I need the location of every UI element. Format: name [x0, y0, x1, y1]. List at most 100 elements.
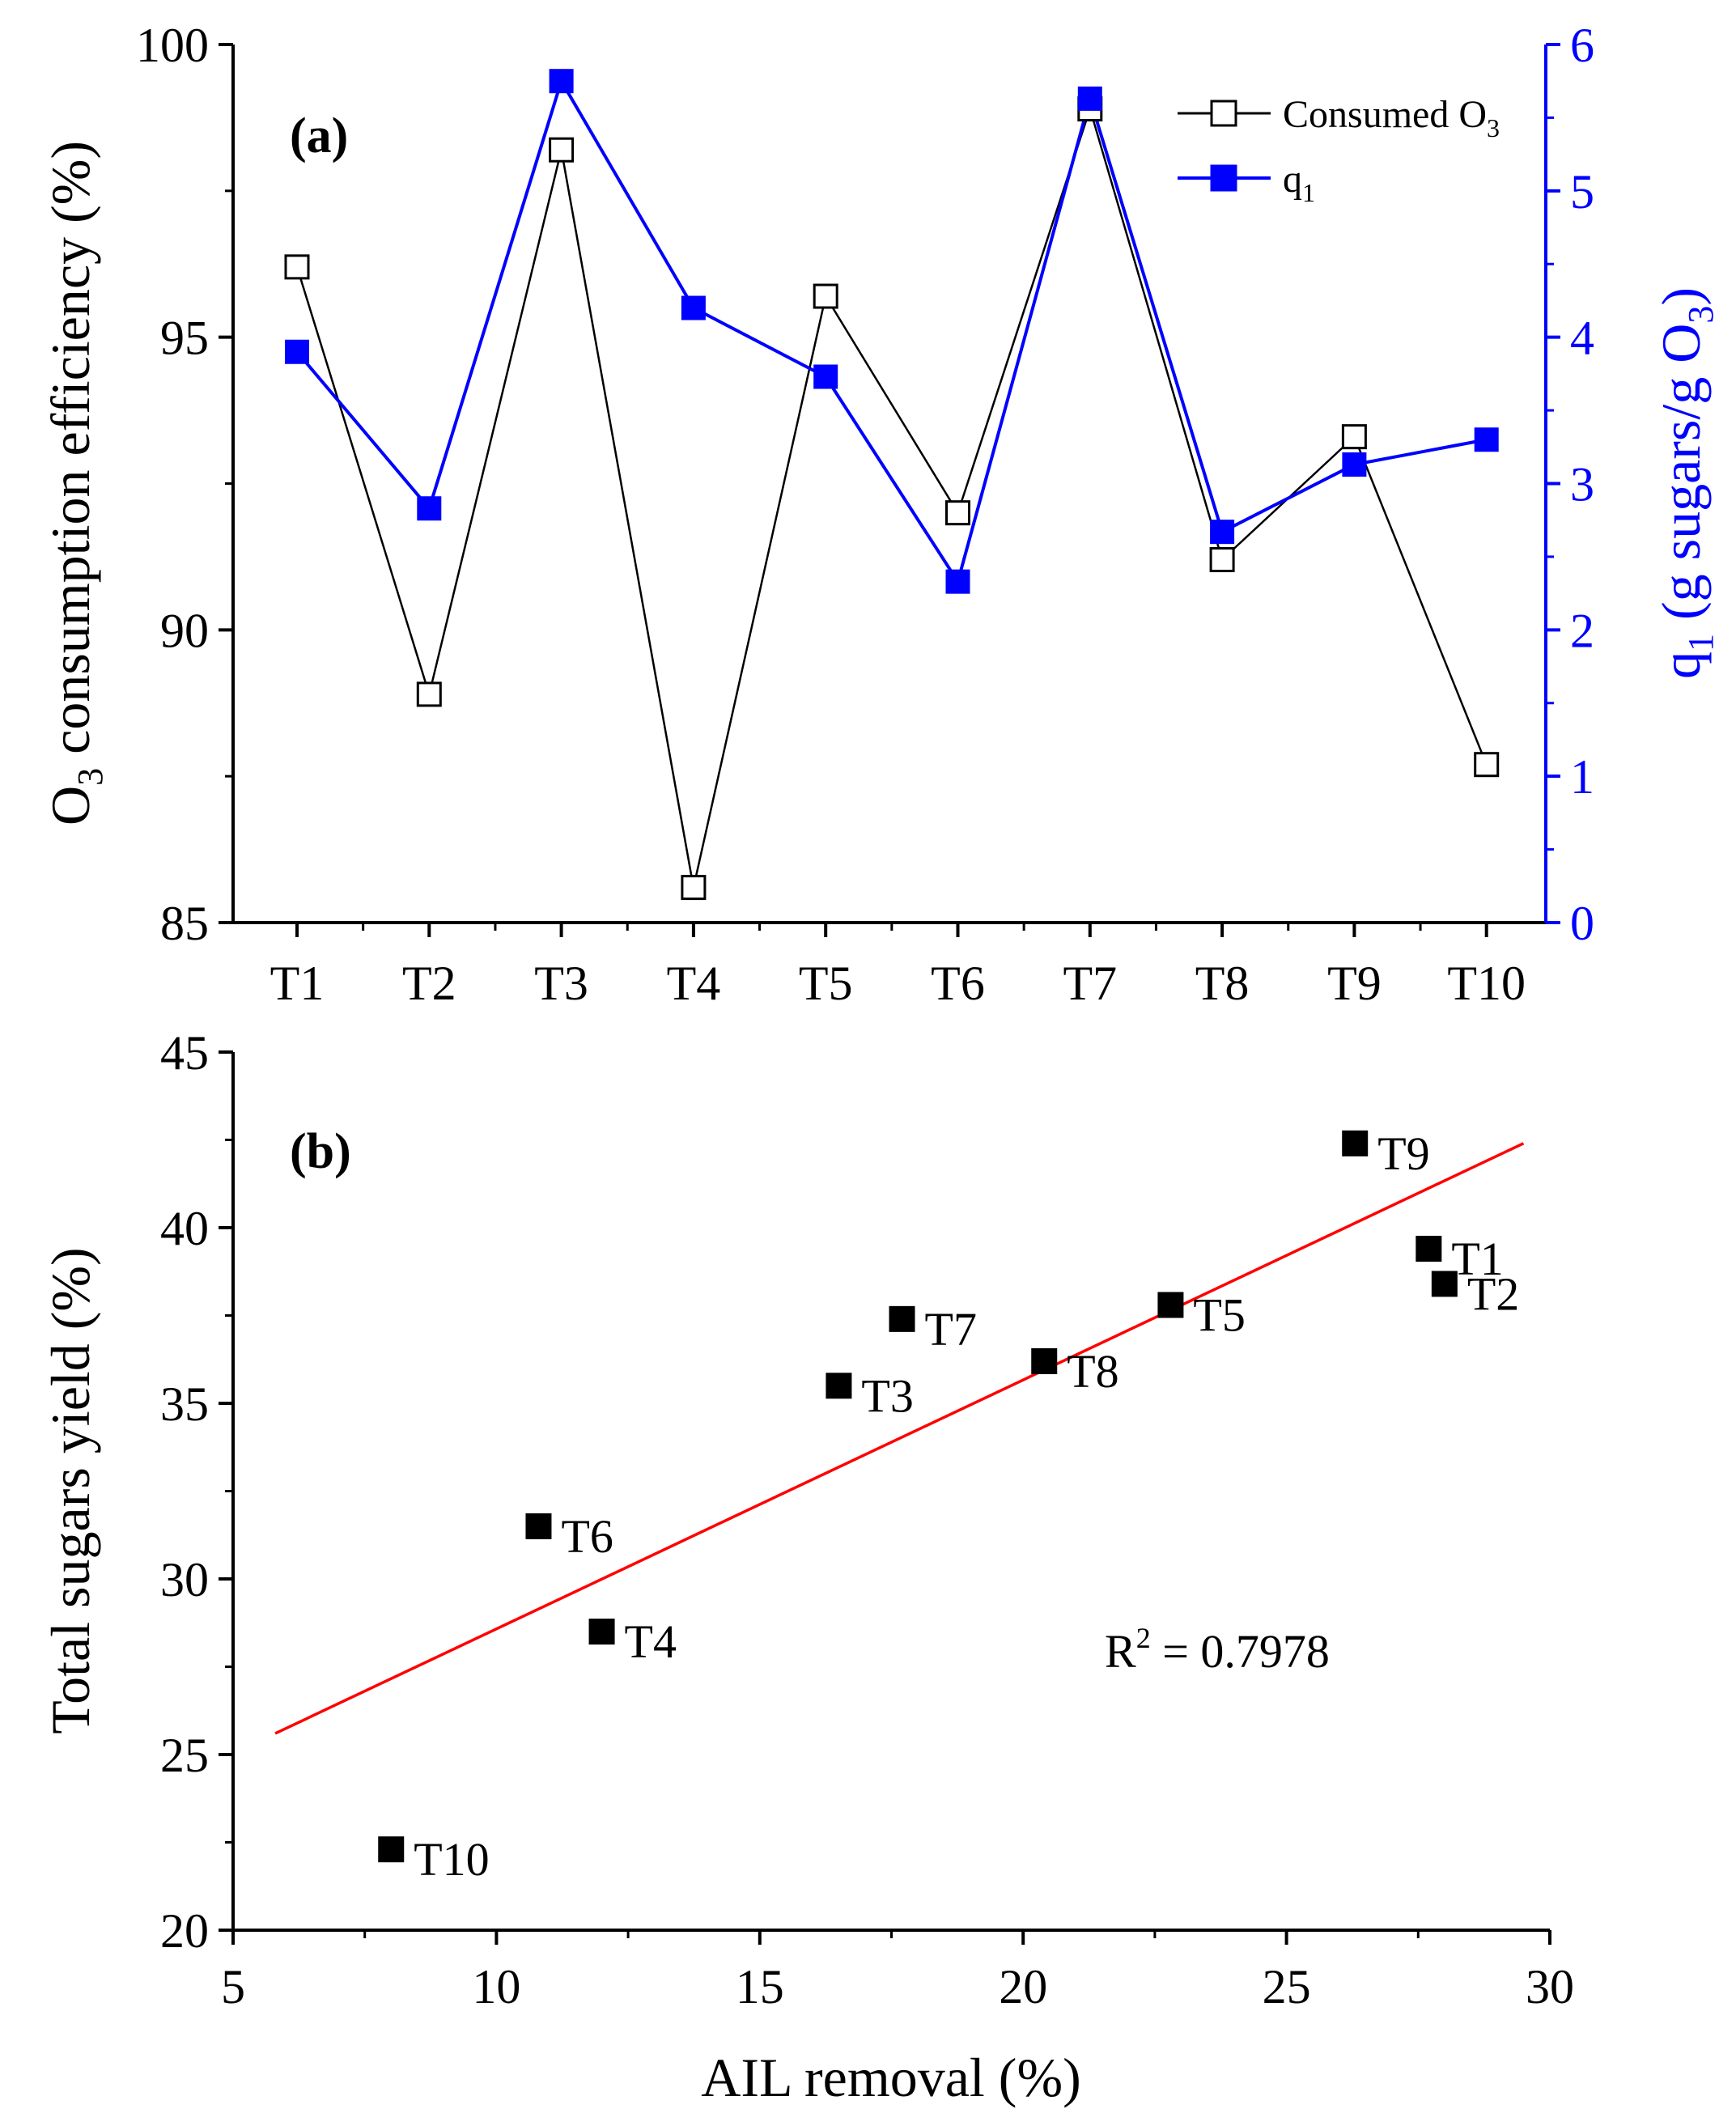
panel-b-x-tick-label: 15: [736, 1960, 784, 2014]
panel-b-y-ticks: 20 25 30 35 40 45: [160, 1026, 233, 1958]
r2-sup: 2: [1136, 1622, 1151, 1654]
legend-consumed-label: Consumed O3: [1283, 93, 1500, 142]
panel-b-x-tick-label: 20: [999, 1960, 1047, 2014]
consumed-o3-point: [1209, 547, 1235, 573]
panel-b-y-axis-title: Total sugars yield (%): [40, 1247, 101, 1733]
panel-a-x-tick-label: T8: [1195, 957, 1250, 1010]
scatter-point: [525, 1513, 552, 1539]
legend-consumed-marker: [1210, 100, 1237, 127]
panel-b-y-tick-label: 35: [160, 1377, 209, 1431]
panel-a-legend: Consumed O3 q1: [1178, 93, 1500, 207]
panel-a-x-tick-label: T7: [1063, 957, 1117, 1010]
panel-b-x-tick-label: 25: [1263, 1960, 1311, 2014]
scatter-point-label: T6: [561, 1510, 613, 1563]
r2-prefix: R: [1105, 1625, 1136, 1678]
scatter-point: [1031, 1347, 1058, 1374]
legend-q1-text: q: [1283, 158, 1302, 201]
scatter-point: [889, 1305, 915, 1332]
q1-point: [813, 364, 838, 389]
panel-a-left-tick-label: 90: [160, 604, 209, 657]
panel-a-right-axis-title-sub2: 3: [1681, 306, 1721, 324]
panel-b-x-tick-label: 5: [221, 1960, 245, 2014]
panel-a-left-axis-title: O3 consumption efficiency (%): [40, 141, 110, 825]
legend-q1-marker: [1210, 164, 1237, 192]
legend-q1-sub: 1: [1302, 178, 1315, 207]
fit-line: [274, 1142, 1525, 1735]
panel-b-x-ticks: 5 10 15 20 25 30: [221, 1930, 1574, 2014]
panel-a-right-tick-label: 1: [1570, 750, 1594, 804]
panel-b-tag: (b): [290, 1124, 351, 1179]
scatter-point: [1157, 1292, 1184, 1318]
scatter-point: [588, 1619, 615, 1645]
panel-a-right-axis-title-suffix: ): [1650, 287, 1712, 306]
panel-b-y-tick-label: 30: [160, 1553, 209, 1606]
panel-a-right-tick-label: 3: [1570, 458, 1594, 511]
scatter-point: [1431, 1271, 1458, 1297]
panel-b: 20 25 30 35 40 45 5 10 15 20 25 30 Total sugars yi…: [40, 1026, 1574, 2108]
consumed-o3-point: [1341, 424, 1367, 450]
q1-point: [945, 569, 970, 594]
scatter-point-label: T10: [414, 1833, 489, 1886]
q1-line: [295, 77, 1488, 586]
panel-a-right-ticks: 0 1 2 3 4 5 6: [1546, 19, 1594, 950]
panel-b-x-tick-label: 30: [1526, 1960, 1574, 2014]
panel-a-x-tick-label: T1: [270, 957, 325, 1010]
panel-a-left-tick-label: 100: [136, 19, 209, 72]
scatter-point-label: T8: [1067, 1345, 1118, 1398]
panel-a-right-axis-title-rest: (g sugars/g O: [1650, 324, 1712, 634]
legend-consumed-text: Consumed O: [1283, 93, 1487, 136]
scatter-point: [1416, 1236, 1442, 1262]
consumed-o3-point: [284, 254, 310, 280]
panel-a-x-tick-label: T2: [402, 957, 456, 1010]
panel-a-tag: (a): [290, 108, 348, 163]
panel-a-left-axis-title-sub: 3: [70, 768, 110, 786]
panel-a-x-tick-label: T9: [1327, 957, 1382, 1010]
consumed-o3-point: [945, 500, 970, 526]
q1-point: [417, 496, 442, 521]
q1-point: [1474, 427, 1499, 452]
panel-a-left-axis-title-rest: consumption efficiency (%): [40, 141, 101, 768]
scatter-point-label: T7: [925, 1303, 977, 1356]
scatter-point-label: T9: [1377, 1127, 1429, 1180]
panel-a-x-tick-label: T10: [1447, 957, 1526, 1010]
panel-b-y-tick-label: 25: [160, 1729, 209, 1782]
panel-a-x-tick-label: T6: [931, 957, 985, 1010]
panel-a-right-axis-title: q1 (g sugars/g O3): [1650, 287, 1721, 679]
panel-a-x-tick-label: T5: [799, 957, 853, 1010]
consumed-o3-point: [549, 137, 575, 163]
panel-a-right-tick-label: 6: [1570, 19, 1594, 72]
q1-point: [549, 69, 574, 94]
panel-a-left-tick-label: 85: [160, 897, 209, 950]
panel-a-right-tick-label: 2: [1570, 604, 1594, 657]
q1-point: [285, 339, 309, 364]
scatter-point-label: T2: [1467, 1267, 1519, 1320]
scatter-point-label: T4: [625, 1615, 677, 1668]
panel-b-y-tick-label: 45: [160, 1026, 209, 1080]
legend-q1-label: q1: [1283, 158, 1315, 207]
panel-b-x-axis-title: AIL removal (%): [701, 2047, 1081, 2108]
panel-a-right-tick-label: 4: [1570, 312, 1594, 365]
scatter-point: [1342, 1130, 1369, 1156]
consumed-o3-point: [813, 283, 838, 309]
panel-a-right-axis-title-sub: 1: [1681, 634, 1721, 651]
panel-a-x-ticks: T1 T2 T3 T4 T5 T6 T7 T8 T9 T10: [270, 923, 1526, 1010]
q1-markers: [285, 69, 1499, 594]
q1-point: [681, 295, 706, 320]
r2-annotation: R2 = 0.7978: [1105, 1622, 1330, 1678]
consumed-o3-point: [1474, 752, 1500, 778]
panel-a-right-tick-label: 5: [1570, 165, 1594, 219]
consumed-o3-markers: [284, 96, 1500, 901]
q1-point: [1077, 86, 1102, 111]
panel-a-x-tick-label: T3: [534, 957, 588, 1010]
panel-a-left-ticks: 85 90 95 100: [136, 19, 233, 950]
scatter-point-label: T1: [1451, 1233, 1503, 1285]
scatter-point-label: T3: [861, 1369, 913, 1422]
panel-b-y-tick-label: 20: [160, 1904, 209, 1958]
panel-b-y-tick-label: 40: [160, 1202, 209, 1255]
panel-a-right-axis-title-prefix: q: [1650, 651, 1712, 679]
panel-b-x-tick-label: 10: [472, 1960, 520, 2014]
q1-point: [1342, 452, 1367, 477]
